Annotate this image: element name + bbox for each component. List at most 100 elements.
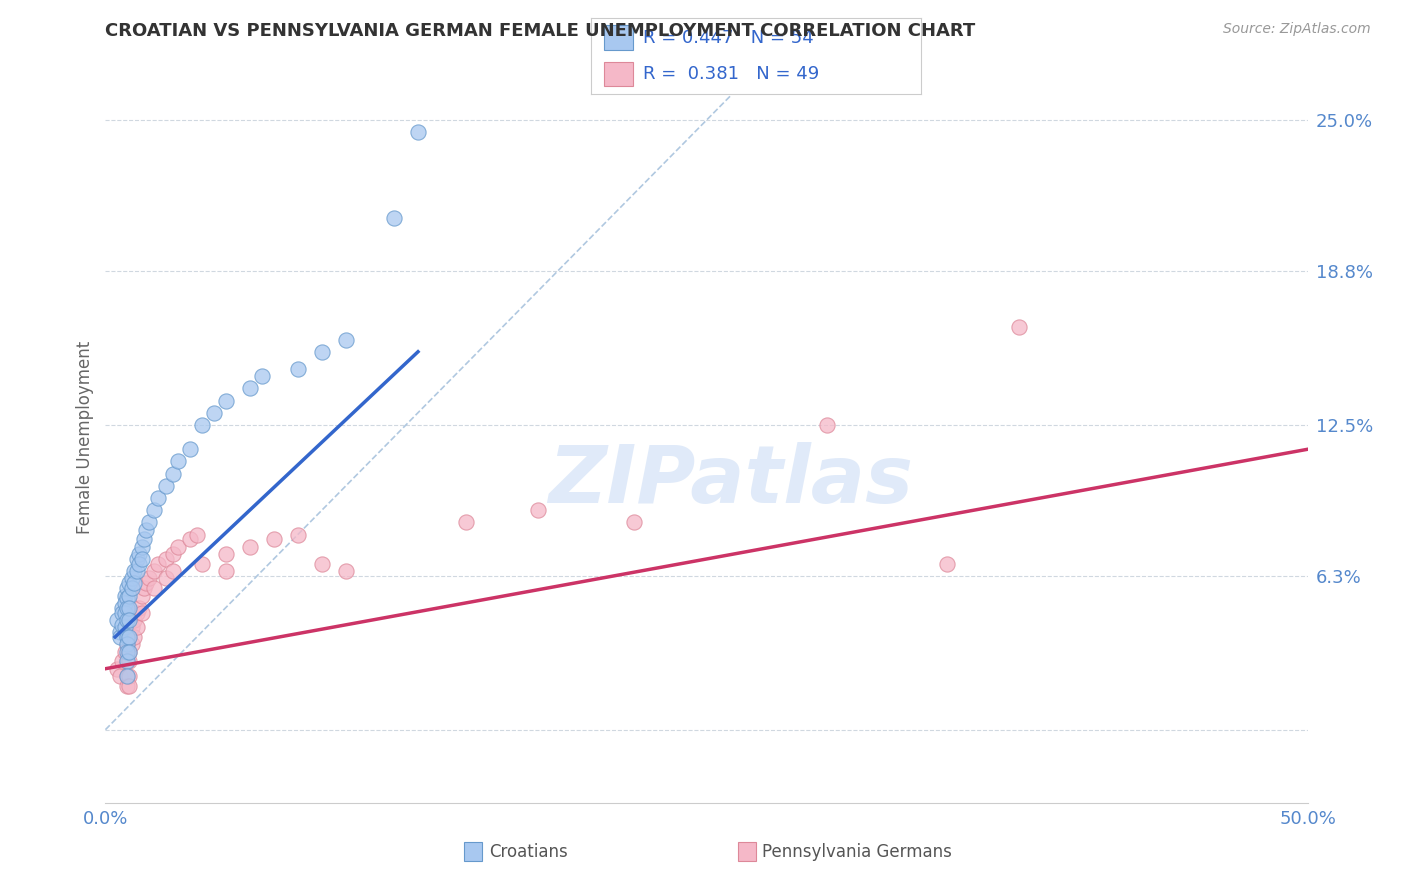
Point <box>214 564 236 578</box>
Point <box>118 589 141 603</box>
Point <box>115 591 138 605</box>
Point <box>114 620 136 634</box>
Point <box>131 552 153 566</box>
Text: Source: ZipAtlas.com: Source: ZipAtlas.com <box>1223 22 1371 37</box>
Point <box>155 552 177 566</box>
Point <box>138 516 160 530</box>
Point <box>118 576 141 591</box>
Point <box>108 630 131 644</box>
Point <box>114 596 136 610</box>
Point <box>111 606 134 620</box>
Point <box>382 211 405 225</box>
Point <box>114 645 136 659</box>
Point <box>115 581 138 595</box>
Point <box>124 576 146 591</box>
Point <box>115 600 138 615</box>
Point <box>623 516 645 530</box>
Point <box>114 606 136 620</box>
Point <box>118 679 141 693</box>
Point <box>115 654 138 668</box>
Point <box>111 654 134 668</box>
Point <box>287 361 309 376</box>
Point <box>454 516 477 530</box>
Point <box>250 369 273 384</box>
Point <box>118 613 141 627</box>
Point <box>179 533 201 547</box>
Point <box>115 645 138 659</box>
Point <box>148 557 170 571</box>
Text: ZIPatlas: ZIPatlas <box>548 442 912 520</box>
Point <box>111 600 134 615</box>
Point <box>121 637 143 651</box>
Point <box>125 564 148 578</box>
Point <box>115 637 138 651</box>
Point <box>118 630 141 644</box>
Point <box>114 589 136 603</box>
Point <box>128 547 150 561</box>
Point <box>115 669 138 683</box>
Point <box>128 557 150 571</box>
Text: R = 0.447   N = 54: R = 0.447 N = 54 <box>644 29 814 46</box>
Point <box>118 645 141 659</box>
Point <box>239 540 262 554</box>
Point <box>121 581 143 595</box>
Point <box>142 581 165 595</box>
Point <box>125 606 148 620</box>
Point <box>527 503 550 517</box>
Point <box>166 454 188 468</box>
Point <box>118 600 141 615</box>
Point <box>166 540 188 554</box>
Point <box>131 606 153 620</box>
Point <box>118 645 141 659</box>
Point <box>135 523 157 537</box>
Point <box>162 467 184 481</box>
Point <box>118 630 141 644</box>
Point <box>190 417 212 432</box>
Point <box>115 679 138 693</box>
Point <box>107 613 129 627</box>
Point <box>162 547 184 561</box>
Point <box>124 564 146 578</box>
Point <box>135 576 157 591</box>
Point <box>1008 320 1031 334</box>
Point <box>132 581 155 595</box>
Point <box>142 564 165 578</box>
Point <box>335 564 357 578</box>
Text: Pennsylvania Germans: Pennsylvania Germans <box>762 843 952 861</box>
Point <box>155 572 177 586</box>
Point <box>287 527 309 541</box>
Point <box>190 557 212 571</box>
Point <box>107 662 129 676</box>
Point <box>132 533 155 547</box>
FancyBboxPatch shape <box>603 62 634 87</box>
FancyBboxPatch shape <box>603 26 634 50</box>
Point <box>108 625 131 640</box>
Point <box>108 669 131 683</box>
Point <box>214 393 236 408</box>
Point <box>115 669 138 683</box>
Point <box>121 620 143 634</box>
Point <box>121 572 143 586</box>
Point <box>162 564 184 578</box>
Point <box>155 479 177 493</box>
Point <box>118 669 141 683</box>
Point <box>131 540 153 554</box>
Point <box>125 620 148 634</box>
Point <box>263 533 285 547</box>
Point <box>202 406 225 420</box>
Point <box>125 552 148 566</box>
Point <box>115 637 138 651</box>
Point <box>311 344 333 359</box>
Point <box>186 527 208 541</box>
Point <box>239 381 262 395</box>
Point <box>128 600 150 615</box>
Text: CROATIAN VS PENNSYLVANIA GERMAN FEMALE UNEMPLOYMENT CORRELATION CHART: CROATIAN VS PENNSYLVANIA GERMAN FEMALE U… <box>105 22 976 40</box>
Point <box>124 630 146 644</box>
Point <box>138 572 160 586</box>
Point <box>142 503 165 517</box>
Point <box>148 491 170 505</box>
Point <box>115 654 138 668</box>
Point <box>406 125 429 139</box>
Point <box>131 589 153 603</box>
Point <box>118 654 141 668</box>
